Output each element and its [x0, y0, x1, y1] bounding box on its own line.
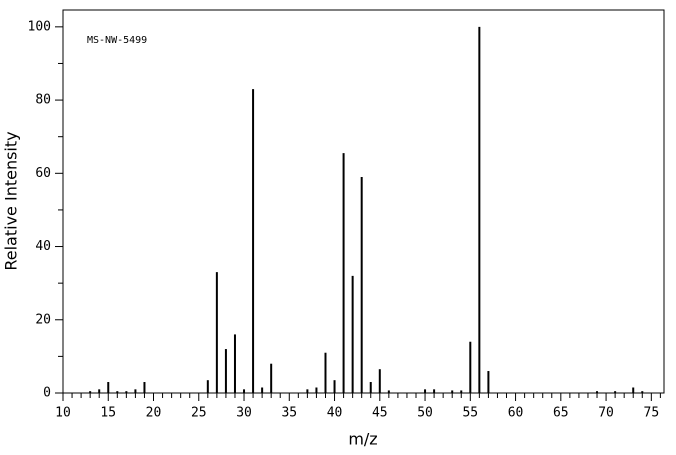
x-tick-label: 60	[508, 406, 524, 421]
y-tick-label: 20	[35, 312, 51, 327]
x-tick-label: 55	[462, 406, 478, 421]
y-tick-label: 0	[43, 386, 51, 401]
x-tick-label: 30	[236, 406, 252, 421]
x-tick-label: 10	[55, 406, 71, 421]
plot-frame	[62, 9, 665, 394]
x-tick-label: 25	[191, 406, 207, 421]
x-axis-title: m/z	[348, 430, 377, 449]
x-tick-label: 15	[100, 406, 116, 421]
x-tick-label: 70	[598, 406, 614, 421]
annotation: MS-NW-5499	[87, 35, 147, 46]
x-tick-label: 65	[553, 406, 569, 421]
x-tick-label: 35	[281, 406, 297, 421]
y-tick-label: 100	[28, 19, 51, 34]
y-axis-title: Relative Intensity	[2, 131, 21, 270]
y-tick-label: 40	[35, 239, 51, 254]
x-tick-label: 20	[146, 406, 162, 421]
x-tick-label: 75	[644, 406, 660, 421]
y-tick-label: 60	[35, 166, 51, 181]
x-tick-label: 40	[327, 406, 343, 421]
y-tick-label: 80	[35, 93, 51, 108]
x-tick-label: 45	[372, 406, 388, 421]
x-tick-label: 50	[417, 406, 433, 421]
